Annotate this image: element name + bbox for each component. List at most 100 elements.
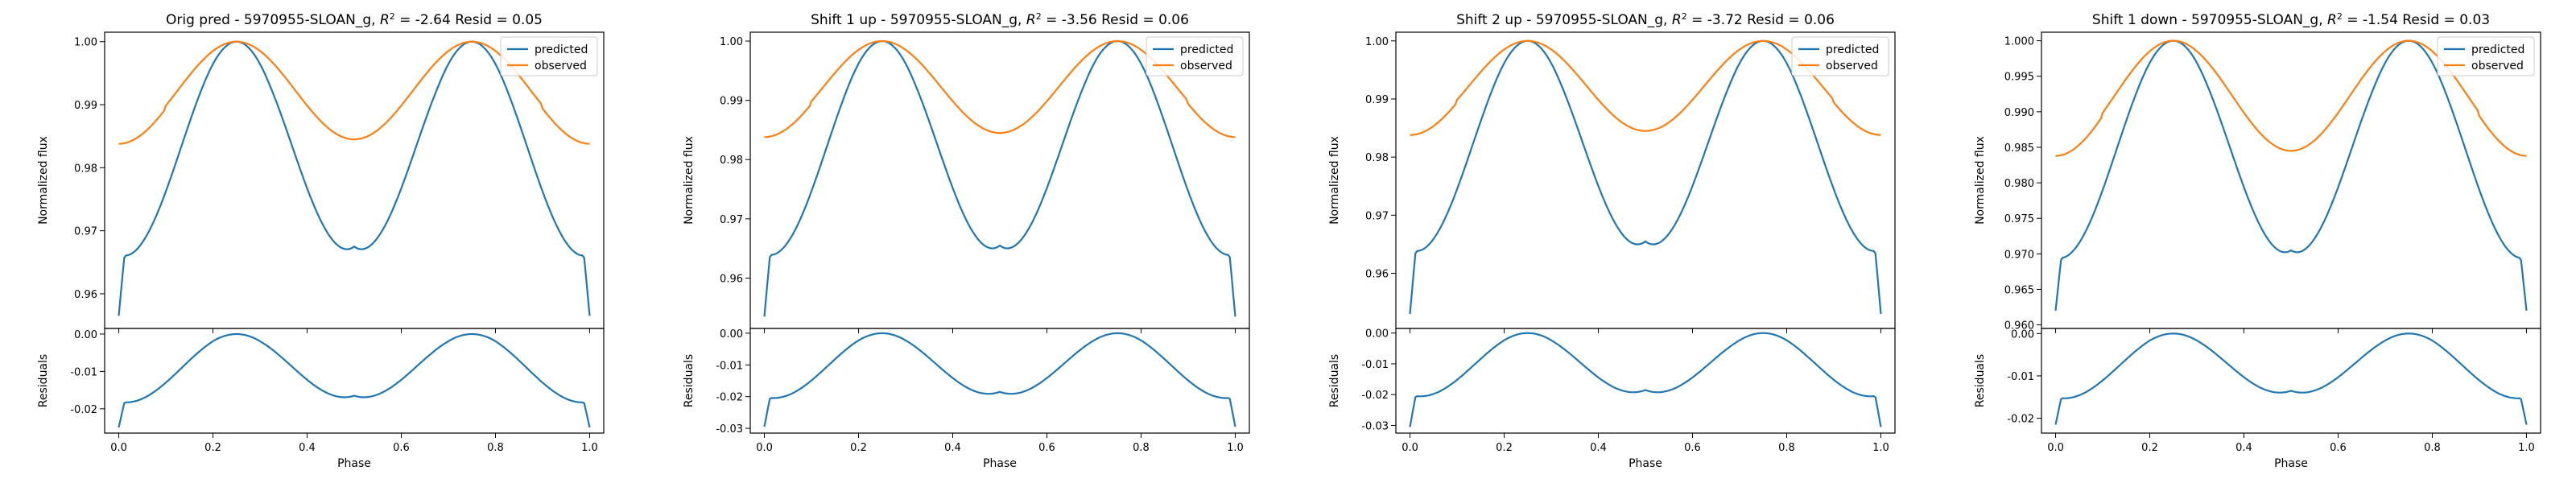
x-tick-label: 1.0 bbox=[581, 442, 598, 454]
resid-axes-frame bbox=[2041, 328, 2541, 434]
main-axes-frame bbox=[1395, 31, 1896, 329]
x-axis-label: Phase bbox=[2274, 457, 2308, 470]
panel-2: Shift 1 up - 5970955-SLOAN_g, R2 = -3.56… bbox=[683, 11, 1250, 470]
y-tick-label: 0.97 bbox=[74, 226, 97, 238]
y-tick-label: 1.00 bbox=[1365, 36, 1389, 48]
resid-y-tick-label: -0.01 bbox=[1361, 359, 1389, 371]
predicted-series-line bbox=[118, 40, 591, 316]
y-tick-label: 0.960 bbox=[2004, 320, 2034, 332]
legend-label-observed: observed bbox=[1180, 60, 1232, 72]
r2-symbol: R bbox=[2327, 12, 2337, 28]
x-axis-label: Phase bbox=[337, 457, 371, 470]
panel-3: Shift 2 up - 5970955-SLOAN_g, R2 = -3.72… bbox=[1328, 11, 1896, 470]
y-tick-label: 1.000 bbox=[2004, 36, 2034, 48]
legend: predicted observed bbox=[1791, 36, 1889, 76]
resid-y-tick-label: -0.02 bbox=[70, 404, 97, 416]
legend-label-predicted: predicted bbox=[1826, 43, 1879, 56]
x-tick-label: 0.2 bbox=[204, 442, 221, 454]
resid-text: Resid = 0.06 bbox=[1743, 12, 1835, 28]
legend-label-predicted: predicted bbox=[535, 43, 588, 56]
resid-y-axis-label: Residuals bbox=[1328, 354, 1341, 407]
r2-superscript: 2 bbox=[1682, 11, 1687, 22]
resid-y-tick-label: 0.00 bbox=[2011, 328, 2034, 341]
main-axes-frame bbox=[104, 31, 605, 329]
main-axes-frame bbox=[2041, 31, 2541, 329]
resid-y-tick-label: -0.02 bbox=[1361, 390, 1389, 402]
y-tick-label: 0.96 bbox=[720, 273, 743, 285]
y-tick-label: 0.98 bbox=[74, 163, 97, 175]
x-tick-label: 0.4 bbox=[944, 442, 961, 454]
y-tick-label: 1.00 bbox=[720, 36, 743, 48]
y-tick-label: 0.970 bbox=[2004, 249, 2034, 261]
resid-y-axis-label: Residuals bbox=[37, 354, 50, 407]
resid-y-tick-label: -0.01 bbox=[2007, 371, 2034, 383]
panel-4: Shift 1 down - 5970955-SLOAN_g, R2 = -1.… bbox=[1974, 11, 2541, 470]
chart-title: Shift 1 down - 5970955-SLOAN_g, R2 = -1.… bbox=[2092, 11, 2490, 28]
resid-y-axis-label: Residuals bbox=[1974, 354, 1987, 407]
r2-value: = -3.72 bbox=[1687, 12, 1743, 28]
x-tick-label: 0.8 bbox=[1778, 442, 1795, 454]
resid-y-tick-label: -0.02 bbox=[2007, 414, 2034, 426]
r2-value: = -3.56 bbox=[1042, 12, 1097, 28]
resid-y-tick-label: -0.03 bbox=[716, 423, 743, 436]
resid-y-tick-label: -0.02 bbox=[716, 392, 743, 404]
x-tick-label: 0.0 bbox=[1402, 442, 1418, 454]
r2-superscript: 2 bbox=[2337, 11, 2343, 22]
resid-axes-frame bbox=[1395, 328, 1896, 434]
x-axis-label: Phase bbox=[983, 457, 1017, 470]
y-tick-label: 0.96 bbox=[74, 289, 97, 301]
x-tick-label: 1.0 bbox=[2518, 442, 2535, 454]
y-axis-label: Normalized flux bbox=[683, 136, 696, 225]
panel-1: Orig pred - 5970955-SLOAN_g, R2 = -2.64 … bbox=[37, 11, 605, 470]
legend: predicted observed bbox=[1146, 36, 1244, 76]
legend-label-observed: observed bbox=[535, 60, 587, 72]
x-tick-label: 0.6 bbox=[1684, 442, 1701, 454]
resid-y-tick-label: -0.01 bbox=[716, 360, 743, 372]
x-tick-label: 0.0 bbox=[756, 442, 773, 454]
resid-text: Resid = 0.06 bbox=[1097, 12, 1189, 28]
predicted-series-line bbox=[1409, 39, 1882, 315]
y-tick-label: 0.985 bbox=[2004, 142, 2034, 155]
r2-value: = -1.54 bbox=[2343, 12, 2398, 28]
residual-series-line bbox=[2054, 332, 2528, 425]
x-axis-label: Phase bbox=[1629, 457, 1662, 470]
resid-y-tick-label: 0.00 bbox=[74, 329, 97, 341]
legend: predicted observed bbox=[2437, 36, 2535, 76]
chart-title: Shift 2 up - 5970955-SLOAN_g, R2 = -3.72… bbox=[1456, 11, 1835, 28]
residual-series-line bbox=[118, 332, 591, 428]
y-tick-label: 1.00 bbox=[74, 37, 97, 49]
y-tick-label: 0.975 bbox=[2004, 213, 2034, 225]
y-tick-label: 0.98 bbox=[720, 155, 743, 167]
legend: predicted observed bbox=[500, 36, 598, 76]
y-tick-label: 0.995 bbox=[2004, 72, 2034, 84]
x-tick-label: 0.8 bbox=[2424, 442, 2441, 454]
resid-y-tick-label: 0.00 bbox=[720, 328, 743, 341]
x-tick-label: 0.6 bbox=[2330, 442, 2347, 454]
x-tick-label: 0.0 bbox=[2047, 442, 2064, 454]
legend-label-observed: observed bbox=[1826, 60, 1878, 72]
r2-value: = -2.64 bbox=[395, 12, 451, 28]
x-tick-label: 0.8 bbox=[487, 442, 504, 454]
legend-label-predicted: predicted bbox=[1180, 43, 1233, 56]
y-tick-label: 0.97 bbox=[720, 214, 743, 226]
r2-symbol: R bbox=[1026, 12, 1036, 28]
y-tick-label: 0.965 bbox=[2004, 284, 2034, 296]
y-tick-label: 0.99 bbox=[1365, 94, 1389, 106]
resid-text: Resid = 0.05 bbox=[451, 12, 543, 28]
y-tick-label: 0.97 bbox=[1365, 210, 1389, 222]
x-tick-label: 0.6 bbox=[393, 442, 410, 454]
y-tick-label: 0.99 bbox=[720, 96, 743, 108]
resid-y-tick-label: 0.00 bbox=[1365, 328, 1389, 341]
x-tick-label: 0.2 bbox=[850, 442, 867, 454]
y-tick-label: 0.990 bbox=[2004, 107, 2034, 119]
y-tick-label: 0.99 bbox=[74, 100, 97, 112]
x-tick-label: 0.4 bbox=[299, 442, 316, 454]
title-prefix: Shift 2 up - 5970955-SLOAN_g, bbox=[1456, 12, 1672, 28]
resid-y-tick-label: -0.01 bbox=[70, 366, 97, 378]
resid-y-tick-label: -0.03 bbox=[1361, 420, 1389, 432]
x-tick-label: 1.0 bbox=[1872, 442, 1889, 454]
x-tick-label: 0.2 bbox=[1496, 442, 1513, 454]
y-axis-label: Normalized flux bbox=[1328, 136, 1341, 225]
resid-axes-frame bbox=[749, 328, 1250, 434]
